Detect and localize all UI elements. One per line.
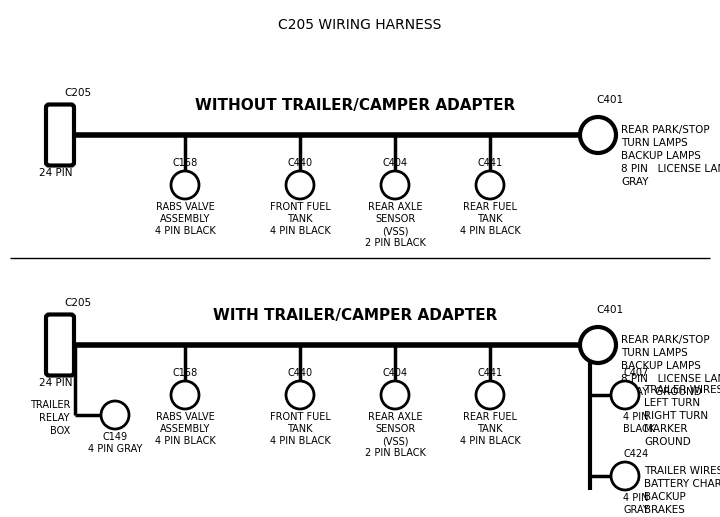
Circle shape	[580, 117, 616, 153]
Text: TANK: TANK	[477, 214, 503, 224]
Text: 2 PIN BLACK: 2 PIN BLACK	[364, 238, 426, 248]
Text: TRAILER WIRES: TRAILER WIRES	[644, 466, 720, 476]
Text: C404: C404	[382, 158, 408, 168]
Circle shape	[171, 171, 199, 199]
Text: C441: C441	[477, 368, 503, 378]
Text: TANK: TANK	[287, 424, 312, 434]
Text: 2 PIN BLACK: 2 PIN BLACK	[364, 448, 426, 458]
Text: GROUND: GROUND	[644, 437, 690, 447]
Circle shape	[101, 401, 129, 429]
Text: RIGHT TURN: RIGHT TURN	[644, 411, 708, 421]
Text: RELAY: RELAY	[40, 413, 70, 423]
Text: 24 PIN: 24 PIN	[40, 168, 73, 177]
Text: C407: C407	[623, 368, 648, 378]
Text: (VSS): (VSS)	[382, 226, 408, 236]
Text: REAR AXLE: REAR AXLE	[368, 412, 422, 422]
Circle shape	[286, 381, 314, 409]
Text: GRAY  GROUND: GRAY GROUND	[621, 387, 702, 397]
Circle shape	[476, 171, 504, 199]
Text: C205 WIRING HARNESS: C205 WIRING HARNESS	[279, 18, 441, 32]
Circle shape	[286, 171, 314, 199]
FancyBboxPatch shape	[46, 104, 74, 165]
Text: TRAILER WIRES: TRAILER WIRES	[644, 385, 720, 395]
Text: 8 PIN   LICENSE LAMPS: 8 PIN LICENSE LAMPS	[621, 374, 720, 384]
Text: 4 PIN BLACK: 4 PIN BLACK	[459, 226, 521, 236]
Text: TANK: TANK	[477, 424, 503, 434]
Text: TURN LAMPS: TURN LAMPS	[621, 348, 688, 358]
Text: C440: C440	[287, 158, 312, 168]
Text: BACKUP LAMPS: BACKUP LAMPS	[621, 361, 701, 371]
FancyBboxPatch shape	[46, 314, 74, 375]
Text: 24 PIN: 24 PIN	[40, 377, 73, 388]
Circle shape	[611, 462, 639, 490]
Text: C440: C440	[287, 368, 312, 378]
Text: C401: C401	[596, 305, 623, 315]
Circle shape	[171, 381, 199, 409]
Text: C401: C401	[596, 95, 623, 105]
Text: 4 PIN BLACK: 4 PIN BLACK	[459, 436, 521, 446]
Text: 4 PIN BLACK: 4 PIN BLACK	[269, 226, 330, 236]
Text: BOX: BOX	[50, 426, 70, 436]
Text: SENSOR: SENSOR	[375, 214, 415, 224]
Text: BACKUP: BACKUP	[644, 492, 685, 502]
Text: MARKER: MARKER	[644, 424, 688, 434]
Text: SENSOR: SENSOR	[375, 424, 415, 434]
Text: WITH TRAILER/CAMPER ADAPTER: WITH TRAILER/CAMPER ADAPTER	[213, 308, 498, 323]
Text: 4 PIN: 4 PIN	[623, 412, 649, 422]
Text: BATTERY CHARGE: BATTERY CHARGE	[644, 479, 720, 489]
Text: LEFT TURN: LEFT TURN	[644, 398, 700, 408]
Text: FRONT FUEL: FRONT FUEL	[269, 412, 330, 422]
Text: BRAKES: BRAKES	[644, 505, 685, 515]
Text: BLACK: BLACK	[623, 424, 655, 434]
Circle shape	[611, 381, 639, 409]
Text: FRONT FUEL: FRONT FUEL	[269, 202, 330, 212]
Text: REAR PARK/STOP: REAR PARK/STOP	[621, 125, 710, 135]
Text: TURN LAMPS: TURN LAMPS	[621, 138, 688, 148]
Text: REAR FUEL: REAR FUEL	[463, 412, 517, 422]
Circle shape	[381, 171, 409, 199]
Text: (VSS): (VSS)	[382, 436, 408, 446]
Text: C158: C158	[172, 158, 197, 168]
Text: C158: C158	[172, 368, 197, 378]
Text: ASSEMBLY: ASSEMBLY	[160, 424, 210, 434]
Text: C149: C149	[102, 432, 127, 442]
Text: TRAILER: TRAILER	[30, 400, 70, 410]
Text: 4 PIN: 4 PIN	[623, 493, 649, 503]
Circle shape	[476, 381, 504, 409]
Text: REAR PARK/STOP: REAR PARK/STOP	[621, 335, 710, 345]
Text: 4 PIN BLACK: 4 PIN BLACK	[155, 436, 215, 446]
Text: 4 PIN BLACK: 4 PIN BLACK	[155, 226, 215, 236]
Text: C424: C424	[623, 449, 648, 459]
Text: GRAY: GRAY	[623, 505, 649, 515]
Text: RABS VALVE: RABS VALVE	[156, 412, 215, 422]
Text: GRAY: GRAY	[621, 177, 649, 187]
Text: REAR AXLE: REAR AXLE	[368, 202, 422, 212]
Text: WITHOUT TRAILER/CAMPER ADAPTER: WITHOUT TRAILER/CAMPER ADAPTER	[195, 98, 515, 113]
Text: BACKUP LAMPS: BACKUP LAMPS	[621, 151, 701, 161]
Text: TANK: TANK	[287, 214, 312, 224]
Text: 4 PIN GRAY: 4 PIN GRAY	[88, 444, 142, 454]
Text: C441: C441	[477, 158, 503, 168]
Text: C205: C205	[64, 297, 91, 308]
Text: ASSEMBLY: ASSEMBLY	[160, 214, 210, 224]
Text: C205: C205	[64, 87, 91, 98]
Text: C404: C404	[382, 368, 408, 378]
Circle shape	[381, 381, 409, 409]
Text: REAR FUEL: REAR FUEL	[463, 202, 517, 212]
Text: 8 PIN   LICENSE LAMPS: 8 PIN LICENSE LAMPS	[621, 164, 720, 174]
Circle shape	[580, 327, 616, 363]
Text: RABS VALVE: RABS VALVE	[156, 202, 215, 212]
Text: 4 PIN BLACK: 4 PIN BLACK	[269, 436, 330, 446]
